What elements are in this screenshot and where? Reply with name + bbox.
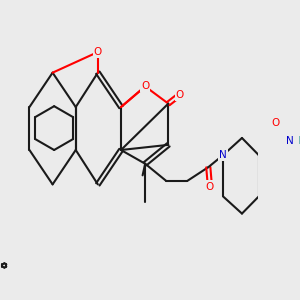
Text: O: O (176, 90, 184, 100)
Text: O: O (94, 47, 102, 57)
Text: N: N (286, 136, 294, 146)
Text: O: O (206, 182, 214, 191)
Text: O: O (272, 118, 280, 128)
Text: O: O (141, 81, 149, 92)
Text: N: N (219, 150, 227, 160)
Text: H: H (298, 136, 300, 146)
